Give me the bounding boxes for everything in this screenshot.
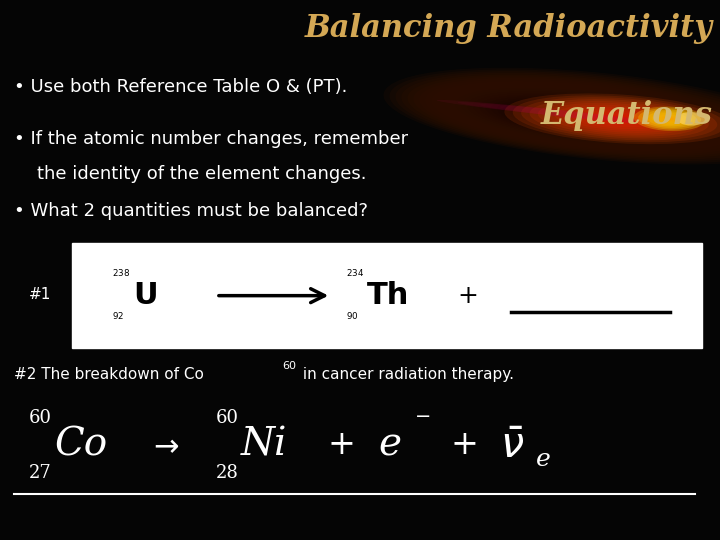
Ellipse shape (515, 105, 617, 127)
Ellipse shape (498, 100, 643, 132)
Text: $\rightarrow$: $\rightarrow$ (148, 431, 179, 460)
Ellipse shape (473, 93, 679, 139)
Ellipse shape (546, 103, 692, 135)
Ellipse shape (580, 110, 659, 127)
Text: #1: #1 (29, 287, 51, 302)
Text: $\mathregular{^{234}}$: $\mathregular{^{234}}$ (346, 269, 364, 282)
Ellipse shape (478, 104, 645, 123)
Ellipse shape (572, 109, 667, 129)
Text: 28: 28 (216, 464, 239, 482)
Ellipse shape (643, 110, 696, 128)
Ellipse shape (634, 106, 706, 131)
Ellipse shape (588, 112, 650, 125)
Ellipse shape (395, 71, 720, 161)
Ellipse shape (455, 88, 706, 144)
Text: +: + (457, 284, 478, 308)
Ellipse shape (563, 106, 675, 131)
Text: e: e (536, 448, 551, 470)
Text: $\bar{\nu}$: $\bar{\nu}$ (500, 424, 525, 467)
Text: $-$: $-$ (414, 405, 431, 424)
Bar (72, 243, 702, 348)
Ellipse shape (527, 109, 599, 124)
Ellipse shape (596, 114, 642, 124)
Text: Th: Th (367, 281, 410, 310)
Ellipse shape (437, 100, 686, 127)
Text: +: + (450, 429, 478, 462)
Ellipse shape (656, 114, 683, 123)
Ellipse shape (647, 111, 692, 126)
Ellipse shape (462, 90, 696, 143)
Ellipse shape (521, 106, 608, 126)
Text: the identity of the element changes.: the identity of the element changes. (14, 165, 367, 183)
Text: $\mathregular{^{238}}$: $\mathregular{^{238}}$ (112, 269, 130, 282)
Text: U: U (133, 281, 158, 310)
Text: +: + (328, 429, 356, 462)
Text: $\mathregular{_{90}}$: $\mathregular{_{90}}$ (346, 309, 359, 322)
Ellipse shape (402, 73, 720, 159)
Ellipse shape (538, 101, 701, 137)
Text: #2 The breakdown of Co: #2 The breakdown of Co (14, 367, 204, 382)
Text: Equations: Equations (541, 100, 713, 131)
Ellipse shape (652, 113, 688, 125)
Ellipse shape (638, 108, 701, 130)
Ellipse shape (661, 116, 678, 122)
Text: 60: 60 (282, 361, 296, 371)
Text: 60: 60 (216, 409, 239, 427)
Text: Co: Co (54, 427, 107, 464)
Ellipse shape (437, 83, 720, 149)
Ellipse shape (513, 96, 720, 142)
Ellipse shape (426, 79, 720, 153)
Ellipse shape (458, 102, 665, 125)
Text: 60: 60 (29, 409, 52, 427)
Ellipse shape (444, 85, 720, 147)
Text: e: e (378, 427, 401, 464)
Ellipse shape (480, 94, 670, 138)
Ellipse shape (449, 86, 714, 146)
Ellipse shape (503, 102, 634, 131)
Ellipse shape (521, 97, 717, 140)
Ellipse shape (467, 91, 688, 141)
Ellipse shape (390, 70, 720, 163)
Ellipse shape (431, 81, 720, 151)
Ellipse shape (665, 117, 674, 120)
Text: 27: 27 (29, 464, 52, 482)
Ellipse shape (420, 78, 720, 154)
Text: Balancing Radioactivity: Balancing Radioactivity (305, 14, 713, 44)
Text: $\mathregular{_{92}}$: $\mathregular{_{92}}$ (112, 309, 124, 322)
Ellipse shape (491, 98, 652, 134)
Text: Ni: Ni (241, 427, 287, 464)
Ellipse shape (529, 99, 709, 139)
Ellipse shape (413, 76, 720, 156)
Text: • What 2 quantities must be balanced?: • What 2 quantities must be balanced? (14, 202, 369, 220)
Text: • If the atomic number changes, remember: • If the atomic number changes, remember (14, 130, 408, 147)
Ellipse shape (509, 103, 626, 129)
Ellipse shape (677, 112, 706, 126)
Text: in cancer radiation therapy.: in cancer radiation therapy. (298, 367, 514, 382)
Ellipse shape (485, 97, 661, 136)
Ellipse shape (505, 93, 720, 144)
Ellipse shape (408, 75, 720, 158)
Ellipse shape (554, 105, 684, 133)
Text: • Use both Reference Table O & (PT).: • Use both Reference Table O & (PT). (14, 78, 348, 96)
Ellipse shape (384, 68, 720, 165)
